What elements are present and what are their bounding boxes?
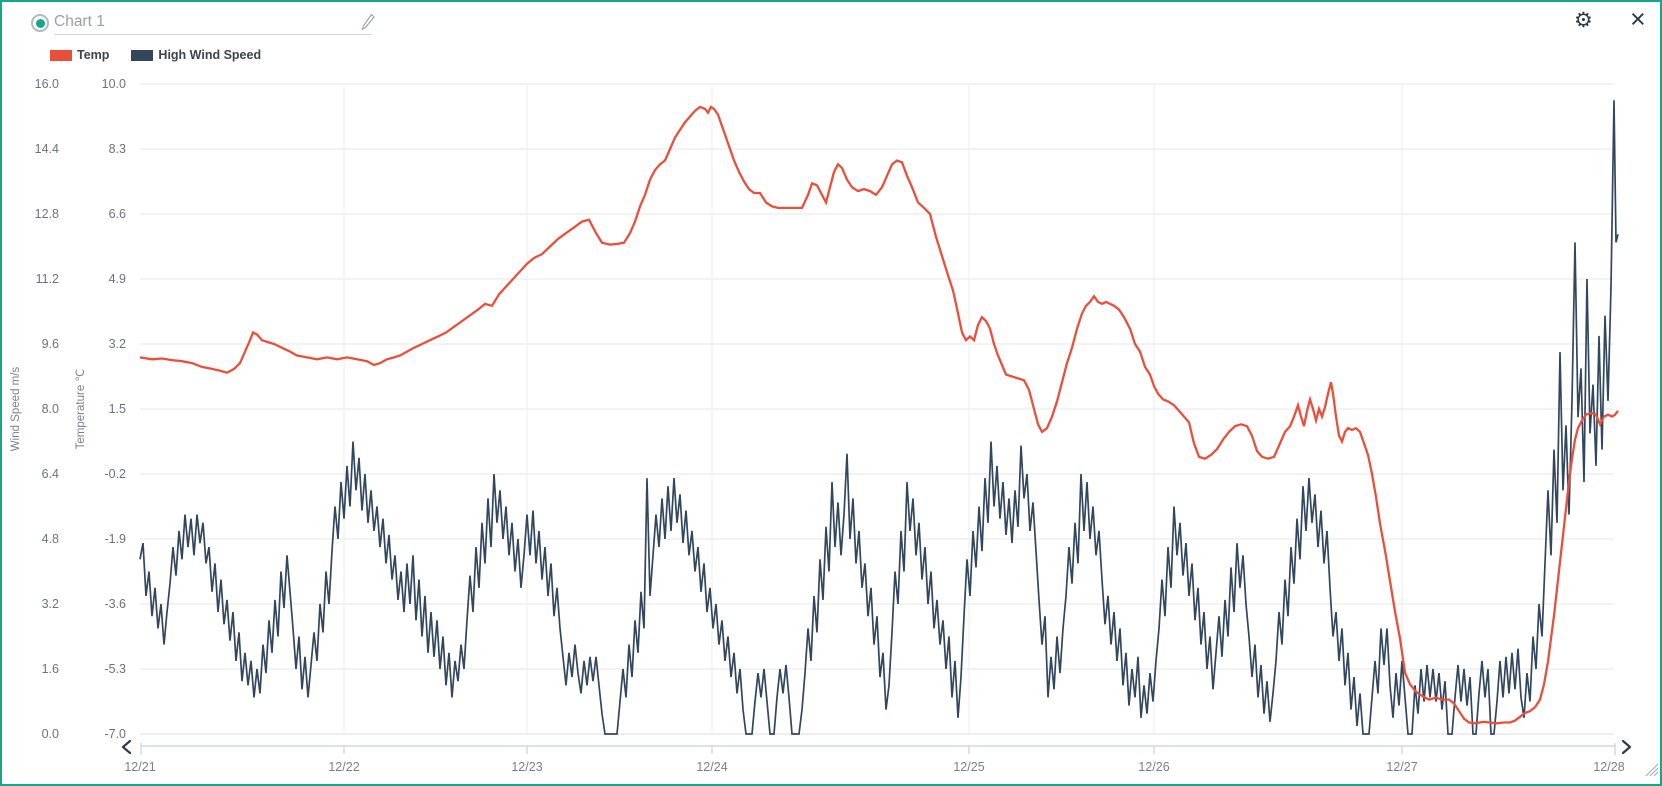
temperature-axis-title: Temperature ℃ [75,369,87,450]
wind-axis-tick-label: 9.6 [42,337,59,351]
wind-series-line [139,100,1619,735]
temp-swatch [50,49,72,61]
wind-axis-tick-label: 6.4 [42,467,59,481]
temperature-axis-tick-label: 4.9 [109,272,126,286]
radio-dot-icon [35,18,45,28]
wind-axis-tick-label: 16.0 [35,77,59,91]
x-axis-tick-label: 12/28 [1593,760,1624,774]
wind-axis-tick-label: 8.0 [42,402,59,416]
close-icon[interactable]: × [1630,4,1646,34]
wind-axis-title: Wind Speed m/s [10,367,22,452]
temp-series-line [139,105,1619,725]
x-axis-tick-label: 12/21 [124,760,155,774]
edit-pencil-icon[interactable] [360,13,376,31]
legend-label-wind: High Wind Speed [158,48,262,62]
x-axis-tick-label: 12/24 [696,760,727,774]
legend: Temp High Wind Speed [50,48,261,62]
gear-icon[interactable]: ⚙ [1574,9,1593,32]
temperature-axis-tick-label: -0.2 [104,467,126,481]
wind-axis-tick-label: 11.2 [36,272,59,286]
chart-title-input[interactable] [54,10,372,35]
wind-axis-tick-label: 14.4 [35,142,59,156]
legend-item-temp[interactable]: Temp [50,48,109,62]
temperature-axis-tick-label: -1.9 [104,532,126,546]
x-axis-tick-label: 12/26 [1138,760,1169,774]
temperature-axis-tick-label: 1.5 [109,402,126,416]
x-axis-tick-label: 12/27 [1386,760,1417,774]
chart-header: ⚙ × [2,2,1660,44]
temperature-axis-tick-label: 3.2 [109,337,126,351]
wind-axis-tick-label: 12.8 [35,207,59,221]
legend-label-temp: Temp [77,48,110,62]
temperature-axis-tick-label: -7.0 [104,727,126,741]
wind-axis-tick-label: 1.6 [42,662,59,676]
wind-axis-tick-label: 0.0 [42,727,59,741]
x-axis-tick-label: 12/22 [328,760,359,774]
temperature-axis-tick-label: -5.3 [104,662,126,676]
wind-axis-tick-label: 4.8 [42,532,59,546]
x-axis-tick-label: 12/23 [511,760,542,774]
temperature-axis-tick-label: -3.6 [104,597,126,611]
x-axis-tick-label: 12/25 [953,760,984,774]
temperature-axis-tick-label: 6.6 [109,207,126,221]
legend-item-wind[interactable]: High Wind Speed [131,48,261,62]
resize-handle-icon[interactable] [1644,762,1660,778]
pan-left-chevron-icon[interactable] [119,739,135,755]
chart-select-radio[interactable] [31,14,49,32]
wind-axis-tick-label: 3.2 [42,597,59,611]
temperature-axis-tick-label: 10.0 [102,77,126,91]
temperature-axis-tick-label: 8.3 [109,142,126,156]
wind-swatch [131,49,154,61]
pan-right-chevron-icon[interactable] [1618,739,1634,755]
